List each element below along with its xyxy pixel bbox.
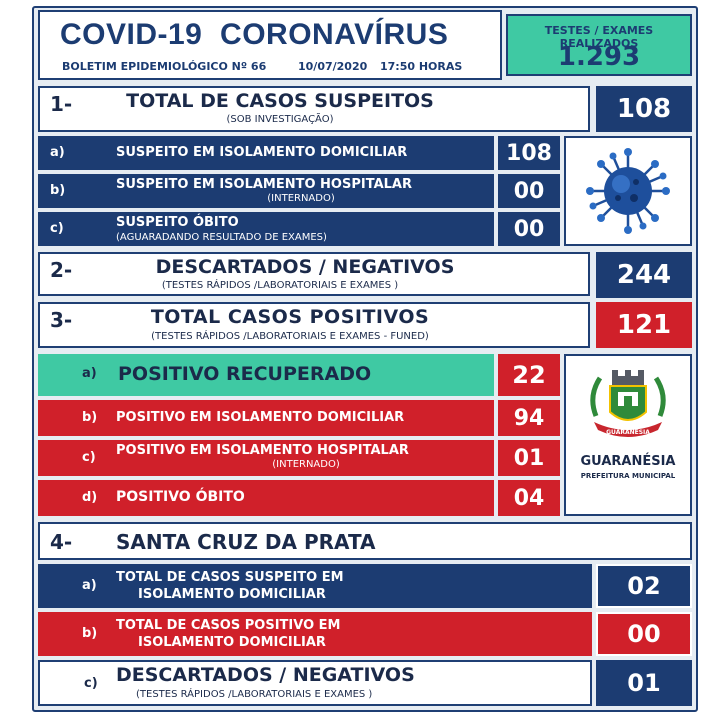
bulletin-number: BOLETIM EPIDEMIOLÓGICO Nº 66 xyxy=(62,60,267,73)
row-label: SUSPEITO ÓBITO xyxy=(116,215,239,230)
section4-row-b: b) TOTAL DE CASOS POSITIVO EM ISOLAMENTO… xyxy=(38,612,592,656)
row-sublabel: (INTERNADO) xyxy=(272,459,340,470)
row-letter: b) xyxy=(50,183,66,198)
section3-total: 121 xyxy=(596,302,692,348)
section1-value-c: 00 xyxy=(498,212,560,246)
row-letter: d) xyxy=(82,490,98,505)
row-label: POSITIVO RECUPERADO xyxy=(118,363,372,385)
row-letter: a) xyxy=(82,578,97,593)
page-title: COVID-19 CORONAVÍRUS xyxy=(60,18,449,51)
section3-value-c: 01 xyxy=(498,440,560,476)
section1-title: TOTAL DE CASOS SUSPEITOS xyxy=(126,90,434,112)
city-coat-of-arms-icon: GUARANÉSIA xyxy=(590,370,666,437)
row-letter: b) xyxy=(82,410,98,425)
row-label: TOTAL DE CASOS SUSPEITO EM xyxy=(116,570,344,585)
section3-value-b: 94 xyxy=(498,400,560,436)
section1-value-b: 00 xyxy=(498,174,560,208)
section4-number: 4- xyxy=(50,530,73,554)
row-title: DESCARTADOS / NEGATIVOS xyxy=(116,664,415,686)
section3-header: 3- TOTAL CASOS POSITIVOS (TESTES RÁPIDOS… xyxy=(38,302,590,348)
section1-header: 1- TOTAL DE CASOS SUSPEITOS (SOB INVESTI… xyxy=(38,86,590,132)
section1-total: 108 xyxy=(596,86,692,132)
row-label: POSITIVO ÓBITO xyxy=(116,489,245,505)
section1-number: 1- xyxy=(50,92,73,116)
section3-row-c: c) POSITIVO EM ISOLAMENTO HOSPITALAR (IN… xyxy=(38,440,494,476)
section3-title: TOTAL CASOS POSITIVOS xyxy=(150,306,430,328)
section2-subtitle: (TESTES RÁPIDOS /LABORATORIAIS E EXAMES … xyxy=(161,280,399,291)
bulletin-time: 17:50 HORAS xyxy=(380,60,463,73)
section2-total: 244 xyxy=(596,252,692,298)
row-label-line2: ISOLAMENTO DOMICILIAR xyxy=(138,587,326,602)
section1-value-a: 108 xyxy=(498,136,560,170)
city-hall-label: PREFEITURA MUNICIPAL xyxy=(580,472,676,480)
section4-value-c: 01 xyxy=(596,660,692,706)
section3-row-a: a) POSITIVO RECUPERADO xyxy=(38,354,494,396)
section3-row-d: d) POSITIVO ÓBITO xyxy=(38,480,494,516)
section1-row-a: a) SUSPEITO EM ISOLAMENTO DOMICILIAR xyxy=(38,136,494,170)
section4-row-c: c) DESCARTADOS / NEGATIVOS (TESTES RÁPID… xyxy=(38,660,592,706)
city-name: GUARANÉSIA xyxy=(580,454,676,469)
row-letter: c) xyxy=(50,221,64,236)
section3-value-a: 22 xyxy=(498,354,560,396)
section1-subtitle: (SOB INVESTIGAÇÃO) xyxy=(226,114,334,125)
tests-box: TESTES / EXAMES REALIZADOS 1.293 xyxy=(506,14,692,76)
section3-number: 3- xyxy=(50,308,73,332)
row-label: SUSPEITO EM ISOLAMENTO DOMICILIAR xyxy=(116,145,408,160)
row-label: SUSPEITO EM ISOLAMENTO HOSPITALAR xyxy=(116,177,412,192)
section4-title: SANTA CRUZ DA PRATA xyxy=(116,530,376,554)
section3-subtitle: (TESTES RÁPIDOS /LABORATORIAIS E EXAMES … xyxy=(151,331,429,342)
virus-icon-box xyxy=(564,136,692,246)
section4-row-a: a) TOTAL DE CASOS SUSPEITO EM ISOLAMENTO… xyxy=(38,564,592,608)
row-label: POSITIVO EM ISOLAMENTO HOSPITALAR xyxy=(116,443,409,458)
row-subtitle: (TESTES RÁPIDOS /LABORATORIAIS E EXAMES … xyxy=(136,689,373,700)
bulletin-date: 10/07/2020 xyxy=(298,60,368,73)
section1-row-c: c) SUSPEITO ÓBITO (AGUARADANDO RESULTADO… xyxy=(38,212,494,246)
row-sublabel: (AGUARADANDO RESULTADO DE EXAMES) xyxy=(116,232,327,243)
row-letter: a) xyxy=(50,145,65,160)
row-label: POSITIVO EM ISOLAMENTO DOMICILIAR xyxy=(116,410,405,425)
section2-number: 2- xyxy=(50,258,73,282)
row-label-line2: ISOLAMENTO DOMICILIAR xyxy=(138,635,326,650)
section4-value-a: 02 xyxy=(596,564,692,608)
section3-value-d: 04 xyxy=(498,480,560,516)
section1-row-b: b) SUSPEITO EM ISOLAMENTO HOSPITALAR (IN… xyxy=(38,174,494,208)
logo-ribbon-text: GUARANÉSIA xyxy=(606,428,650,436)
row-letter: a) xyxy=(82,366,97,381)
tests-label: TESTES / EXAMES REALIZADOS xyxy=(544,24,654,50)
section4-header: 4- SANTA CRUZ DA PRATA xyxy=(38,522,692,560)
row-letter: b) xyxy=(82,626,98,641)
section2-title: DESCARTADOS / NEGATIVOS xyxy=(155,256,455,278)
header-panel: COVID-19 CORONAVÍRUS BOLETIM EPIDEMIOLÓG… xyxy=(38,10,502,80)
row-letter: c) xyxy=(84,676,98,691)
coronavirus-icon xyxy=(586,148,670,234)
section3-row-b: b) POSITIVO EM ISOLAMENTO DOMICILIAR xyxy=(38,400,494,436)
section2-header: 2- DESCARTADOS / NEGATIVOS (TESTES RÁPID… xyxy=(38,252,590,296)
row-letter: c) xyxy=(82,450,96,465)
section4-value-b: 00 xyxy=(596,612,692,656)
city-logo-box: GUARANÉSIA GUARANÉSIA PREFEITURA MUNICIP… xyxy=(564,354,692,516)
row-sublabel: (INTERNADO) xyxy=(267,193,335,204)
row-label: TOTAL DE CASOS POSITIVO EM xyxy=(116,618,341,633)
tests-value: 1.293 xyxy=(557,42,641,72)
